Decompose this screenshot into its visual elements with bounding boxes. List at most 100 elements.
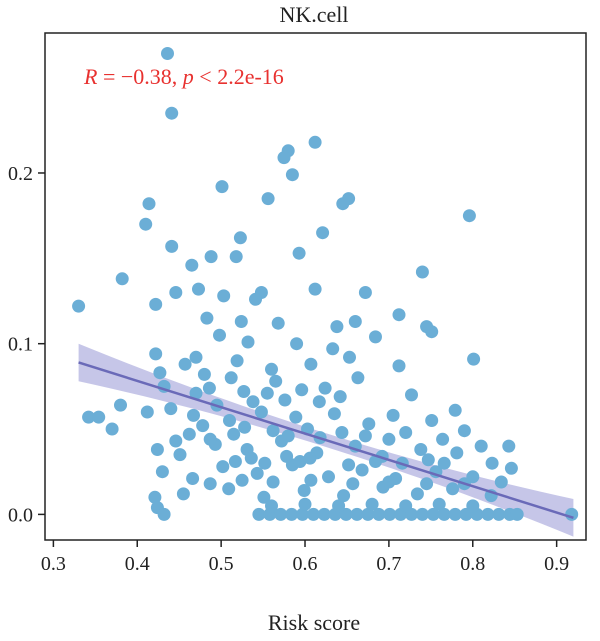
data-point bbox=[241, 335, 255, 349]
data-point bbox=[233, 231, 247, 245]
chart-title: NK.cell bbox=[279, 2, 348, 27]
data-point bbox=[157, 507, 171, 521]
data-point bbox=[369, 455, 382, 468]
data-point bbox=[271, 316, 285, 330]
y-tick-label: 0.2 bbox=[8, 163, 33, 185]
data-point bbox=[150, 443, 164, 456]
data-point bbox=[249, 292, 262, 306]
data-point bbox=[280, 449, 294, 463]
data-point bbox=[312, 395, 326, 409]
data-point bbox=[335, 426, 349, 439]
data-point bbox=[474, 439, 488, 453]
data-point bbox=[414, 443, 428, 456]
r-value: = −0.38, bbox=[97, 64, 182, 89]
data-point bbox=[362, 417, 376, 431]
data-point bbox=[173, 448, 187, 462]
data-point bbox=[227, 427, 241, 441]
data-point bbox=[565, 507, 579, 521]
data-point bbox=[235, 473, 249, 487]
data-point bbox=[238, 420, 252, 434]
data-points-layer bbox=[72, 47, 579, 521]
data-point bbox=[297, 484, 311, 497]
x-tick-label: 0.9 bbox=[544, 553, 569, 575]
correlation-annotation: R = −0.38, p < 2.2e-16 bbox=[83, 64, 284, 89]
data-point bbox=[250, 466, 264, 480]
regression-line-layer bbox=[78, 361, 574, 520]
data-point bbox=[346, 477, 360, 491]
x-tick-label: 0.3 bbox=[41, 553, 66, 575]
data-point bbox=[481, 507, 495, 521]
data-point bbox=[295, 383, 309, 397]
data-point bbox=[292, 246, 306, 260]
data-point bbox=[237, 385, 251, 398]
data-point bbox=[361, 507, 375, 521]
data-point bbox=[304, 357, 318, 371]
data-point bbox=[426, 507, 440, 521]
data-point bbox=[234, 315, 248, 328]
data-point bbox=[203, 477, 217, 491]
data-point bbox=[217, 289, 231, 303]
data-point bbox=[216, 460, 230, 474]
data-point bbox=[343, 350, 356, 364]
data-point bbox=[290, 337, 304, 351]
data-point bbox=[274, 507, 288, 521]
data-point bbox=[265, 362, 278, 376]
data-point bbox=[316, 226, 330, 240]
data-point bbox=[293, 455, 307, 468]
data-point bbox=[383, 507, 397, 521]
data-point bbox=[165, 239, 179, 253]
data-point bbox=[448, 403, 462, 417]
data-point bbox=[330, 320, 344, 334]
data-point bbox=[252, 507, 266, 521]
data-point bbox=[504, 461, 518, 475]
data-point bbox=[161, 47, 174, 60]
data-point bbox=[277, 151, 291, 165]
data-point bbox=[336, 197, 350, 211]
data-point bbox=[327, 407, 341, 421]
data-point bbox=[261, 192, 275, 206]
data-point bbox=[358, 286, 372, 299]
data-point bbox=[257, 490, 271, 504]
data-point bbox=[342, 458, 356, 472]
data-point bbox=[140, 405, 154, 419]
data-point bbox=[322, 470, 335, 484]
data-point bbox=[92, 410, 106, 424]
data-point bbox=[382, 475, 396, 489]
data-point bbox=[457, 424, 471, 438]
data-point bbox=[285, 168, 299, 182]
data-point bbox=[410, 487, 424, 501]
data-point bbox=[164, 402, 178, 416]
data-point bbox=[169, 434, 183, 448]
data-point bbox=[415, 265, 429, 279]
data-point bbox=[169, 286, 183, 299]
data-point bbox=[258, 456, 272, 470]
p-symbol: p bbox=[181, 64, 194, 89]
x-tick-label: 0.7 bbox=[376, 553, 401, 575]
data-point bbox=[265, 499, 278, 513]
data-point bbox=[432, 497, 446, 511]
data-point bbox=[222, 482, 236, 496]
data-point bbox=[228, 455, 242, 468]
data-point bbox=[386, 408, 400, 422]
data-point bbox=[351, 371, 365, 385]
data-point bbox=[372, 507, 386, 521]
data-point bbox=[155, 465, 169, 479]
data-point bbox=[105, 422, 119, 436]
data-point bbox=[492, 507, 506, 521]
data-point bbox=[332, 499, 346, 513]
data-point bbox=[350, 507, 364, 521]
data-point bbox=[285, 507, 299, 521]
data-point bbox=[230, 354, 244, 368]
data-point bbox=[224, 371, 238, 385]
data-point bbox=[72, 299, 86, 313]
data-point bbox=[425, 414, 439, 427]
data-point bbox=[266, 475, 280, 489]
data-point bbox=[269, 374, 283, 388]
data-point bbox=[467, 352, 481, 366]
data-point bbox=[215, 180, 229, 194]
data-point bbox=[189, 350, 203, 364]
data-point bbox=[450, 446, 464, 460]
data-point bbox=[148, 490, 162, 504]
data-point bbox=[448, 507, 462, 521]
